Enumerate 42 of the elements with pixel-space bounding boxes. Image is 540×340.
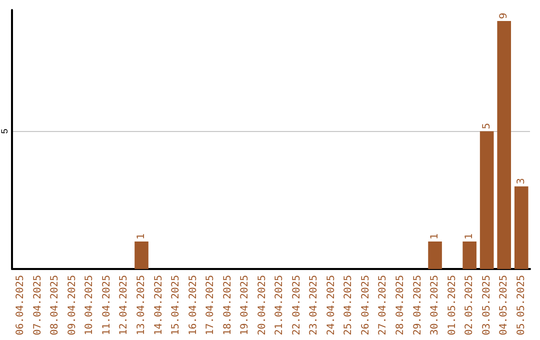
bar — [462, 241, 476, 269]
x-tick-label: 20.04.2025 — [256, 275, 268, 336]
x-tick-label: 28.04.2025 — [395, 275, 406, 336]
x-tick-label: 15.04.2025 — [170, 275, 182, 336]
data-label: 5 — [481, 122, 492, 130]
x-tick-label: 19.04.2025 — [240, 275, 251, 336]
x-tick-label: 17.04.2025 — [205, 275, 216, 336]
x-tick-label: 25.04.2025 — [343, 275, 354, 336]
x-tick-label: 18.04.2025 — [222, 275, 234, 336]
x-tick-label: 09.04.2025 — [66, 275, 78, 336]
x-tick-label: 06.04.2025 — [15, 275, 26, 336]
x-tick-label: 10.04.2025 — [84, 275, 96, 336]
x-tick-label: 14.04.2025 — [153, 275, 164, 336]
x-tick-label: 13.04.2025 — [136, 275, 147, 336]
bar — [428, 241, 442, 269]
x-tick-label: 08.04.2025 — [50, 275, 61, 336]
x-tick-label: 23.04.2025 — [308, 275, 320, 336]
x-tick-label: 26.04.2025 — [360, 275, 372, 336]
bar — [134, 241, 148, 269]
bar — [497, 21, 512, 269]
x-tick-label: 04.05.2025 — [498, 275, 510, 336]
bar — [514, 186, 528, 269]
x-tick-label: 03.05.2025 — [481, 275, 492, 336]
x-tick-label: 24.04.2025 — [326, 275, 337, 336]
x-tick-label: 11.04.2025 — [101, 275, 112, 336]
x-tick-label: 16.04.2025 — [188, 275, 199, 336]
x-tick-label: 05.05.2025 — [516, 275, 527, 336]
data-label: 1 — [430, 233, 441, 240]
x-tick-label: 29.04.2025 — [412, 275, 424, 336]
bar — [480, 131, 494, 269]
x-tick-label: 07.04.2025 — [32, 275, 44, 336]
x-tick-label: 01.05.2025 — [446, 275, 458, 336]
x-tick-label: 02.05.2025 — [464, 275, 476, 336]
data-label: 9 — [498, 12, 510, 20]
x-tick-label: 12.04.2025 — [118, 275, 130, 336]
x-tick-label: 21.04.2025 — [274, 275, 286, 336]
data-label: 3 — [516, 178, 527, 184]
x-tick-label: 27.04.2025 — [378, 275, 389, 336]
data-label: 1 — [136, 233, 147, 240]
x-tick-label: 30.04.2025 — [430, 275, 441, 336]
data-label: 1 — [464, 233, 476, 240]
x-tick-label: 22.04.2025 — [291, 275, 302, 336]
